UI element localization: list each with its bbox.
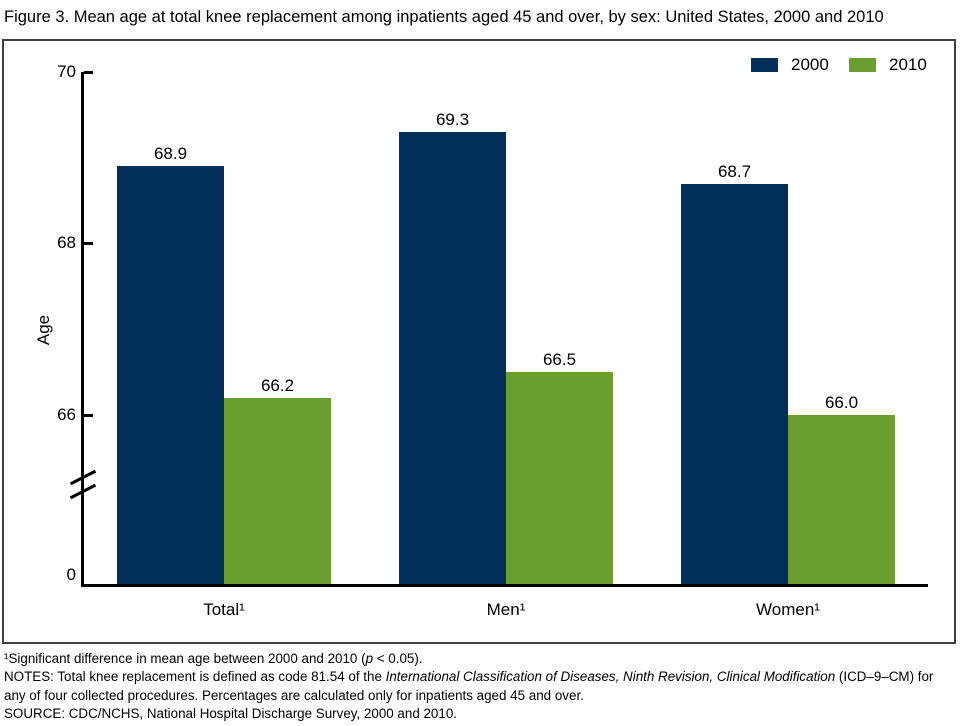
footnote-notes: NOTES: Total knee replacement is defined…	[4, 669, 934, 703]
y-tick-label-68: 68	[57, 233, 76, 252]
footnote-source: SOURCE: CDC/NCHS, National Hospital Disc…	[4, 706, 457, 722]
chart-frame: 2000 2010 70 68 66 0 Age 68.9 66.2 Total¹ 6…	[2, 39, 956, 644]
bar-value-label: 66.2	[260, 375, 295, 395]
y-tick-label-70: 70	[57, 62, 76, 81]
bar-2010-total	[224, 397, 331, 584]
legend-label: 2010	[889, 55, 927, 74]
footnotes: ¹Significant difference in mean age betw…	[4, 650, 956, 724]
x-axis-line	[83, 584, 928, 587]
category-label: Total¹	[203, 600, 245, 619]
legend-swatch	[751, 58, 778, 72]
y-tick-70	[84, 71, 93, 74]
bar-2010-men	[506, 372, 613, 584]
legend-item-2000: 2000	[751, 53, 829, 77]
figure-title: Figure 3. Mean age at total knee replace…	[4, 8, 884, 26]
bar-2000-men	[399, 132, 506, 584]
bar-2000-women	[681, 183, 788, 584]
bar-value-label: 66.0	[824, 393, 859, 412]
footnote-significance: ¹Significant difference in mean age betw…	[4, 651, 423, 666]
y-axis-title: Age	[34, 314, 53, 346]
y-tick-label-0: 0	[66, 565, 76, 584]
y-tick-label-66: 66	[57, 405, 76, 424]
legend-item-2010: 2010	[849, 53, 927, 77]
legend-label: 2000	[791, 55, 829, 74]
legend-swatch	[849, 58, 876, 72]
bar-value-label: 68.9	[153, 144, 188, 164]
category-label: Men¹	[486, 600, 526, 619]
bar-2000-total	[117, 166, 224, 584]
bar-2010-women	[788, 415, 895, 584]
y-tick-66	[84, 414, 93, 417]
y-tick-68	[84, 242, 93, 245]
bar-value-label: 69.3	[435, 110, 470, 129]
category-label: Women¹	[756, 600, 820, 619]
bar-value-label: 66.5	[542, 350, 577, 370]
y-axis-line	[81, 72, 84, 587]
bar-value-label: 68.7	[717, 161, 752, 181]
